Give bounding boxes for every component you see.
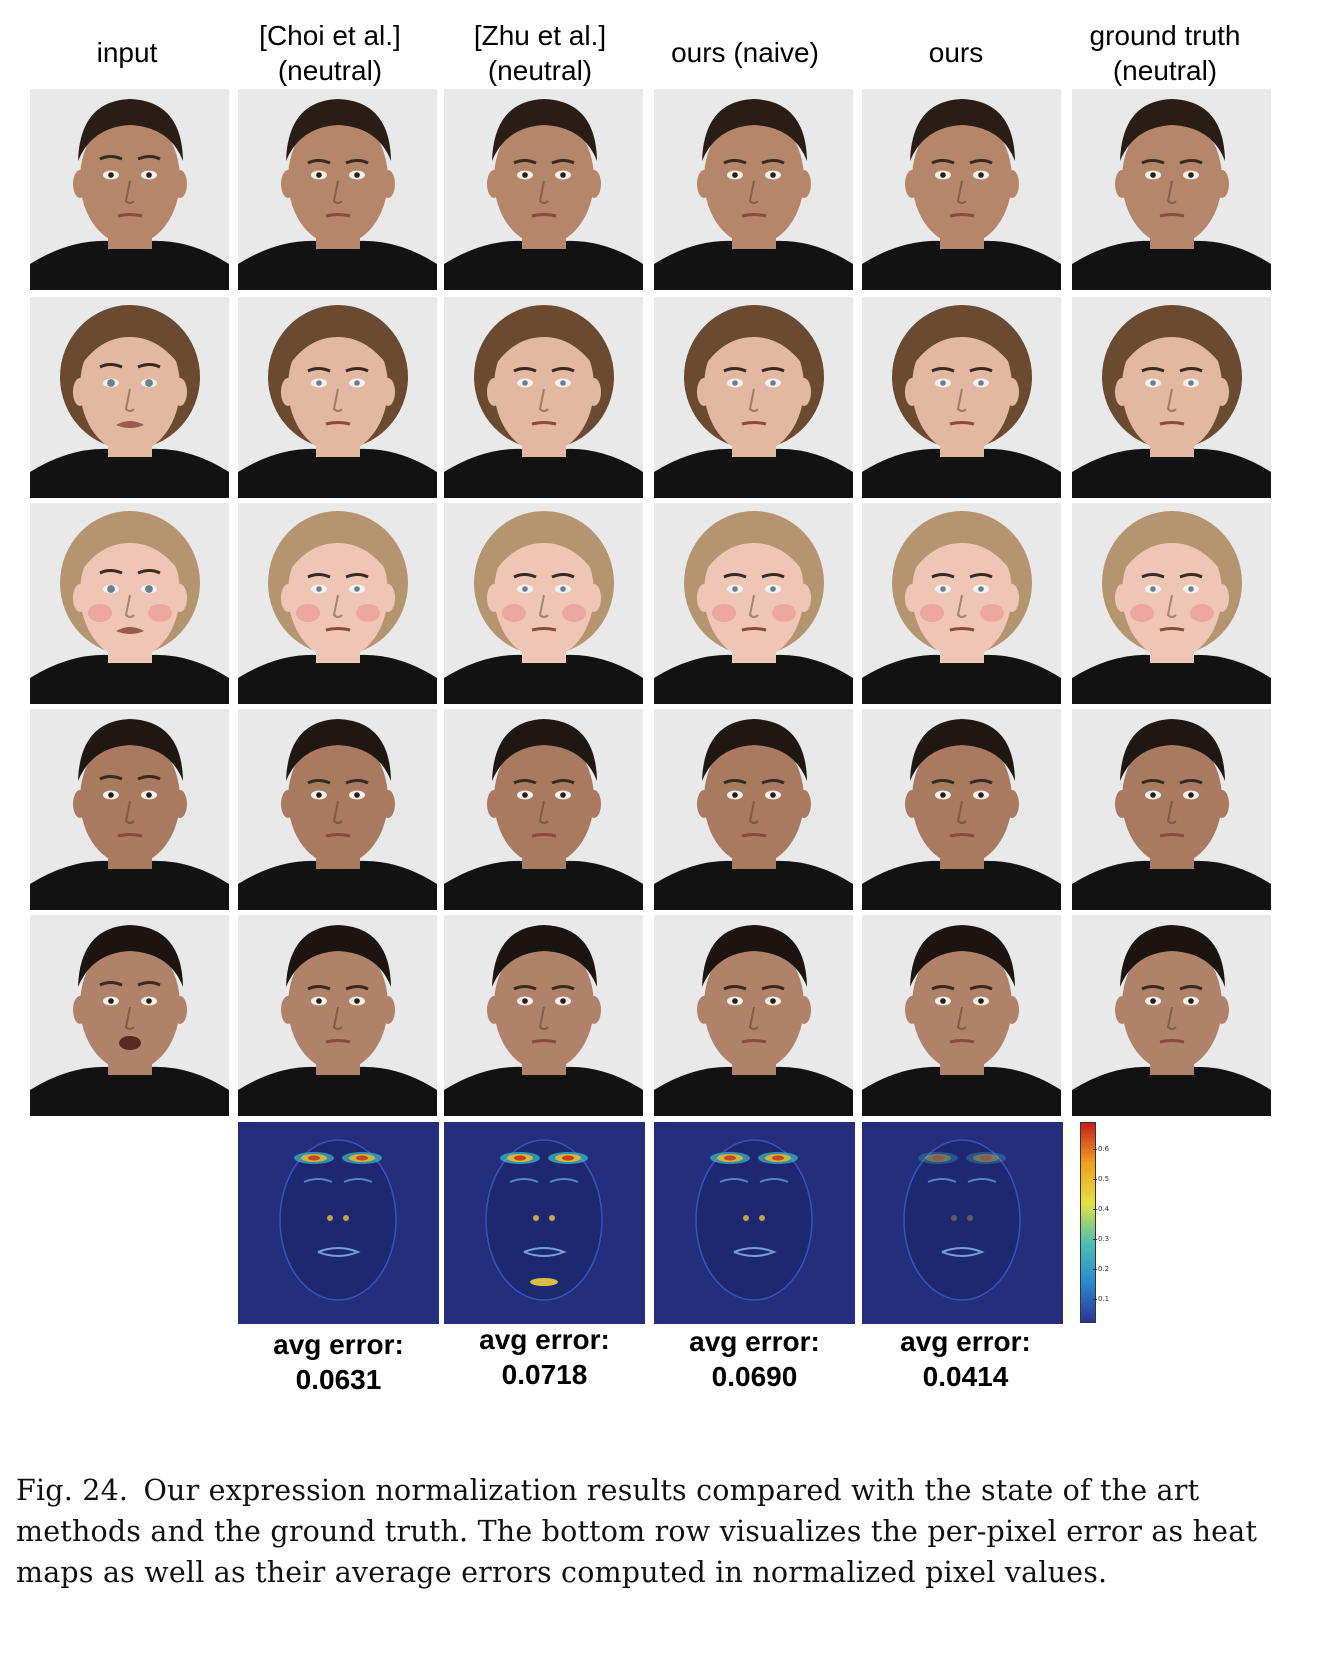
- column-header-label: ground truth: [1089, 20, 1241, 51]
- avg-error-value: 0.0414: [922, 1361, 1009, 1392]
- face-image-woman-1-input: [30, 297, 229, 498]
- face-image-woman-1-zhu: [444, 297, 643, 498]
- column-header-sublabel: (neutral): [277, 55, 383, 86]
- face-image-man-3-zhu: [444, 915, 643, 1116]
- avg-error-ours-naive: avg error: 0.0690: [654, 1324, 855, 1394]
- face-image-woman-1-ground-truth: [1072, 297, 1271, 498]
- face-image-man-1-choi: [238, 89, 437, 290]
- figure-caption-text: Our expression normalization results com…: [16, 1474, 1258, 1589]
- face-image-man-3-choi: [238, 915, 437, 1116]
- avg-error-label: avg error:: [900, 1326, 1031, 1357]
- face-image-man-2-ground-truth: [1072, 709, 1271, 910]
- face-image-man-1-ours: [862, 89, 1061, 290]
- figure-caption: Fig. 24. Our expression normalization re…: [16, 1470, 1316, 1593]
- face-image-woman-2-zhu: [444, 503, 643, 704]
- avg-error-label: avg error:: [689, 1326, 820, 1357]
- error-heatmap-ours-naive: [654, 1122, 855, 1324]
- face-image-woman-2-input: [30, 503, 229, 704]
- error-heatmap-zhu: [444, 1122, 645, 1324]
- column-header-label: ours (naive): [671, 37, 819, 68]
- face-image-man-3-input: [30, 915, 229, 1116]
- face-image-man-3-ours-naive: [654, 915, 853, 1116]
- face-image-man-2-choi: [238, 709, 437, 910]
- avg-error-value: 0.0718: [501, 1359, 588, 1390]
- face-image-man-2-ours: [862, 709, 1061, 910]
- face-image-woman-2-ours-naive: [654, 503, 853, 704]
- colorbar-tick-label: 0.3: [1092, 1235, 1110, 1243]
- avg-error-value: 0.0631: [295, 1364, 382, 1395]
- face-image-man-1-input: [30, 89, 229, 290]
- face-image-man-2-zhu: [444, 709, 643, 910]
- face-image-man-2-ours-naive: [654, 709, 853, 910]
- face-image-woman-1-ours: [862, 297, 1061, 498]
- heatmap-colorbar: [1080, 1122, 1096, 1323]
- face-image-man-1-ground-truth: [1072, 89, 1271, 290]
- column-header-choi: [Choi et al.] (neutral): [230, 18, 430, 88]
- face-image-man-1-ours-naive: [654, 89, 853, 290]
- face-image-man-3-ours: [862, 915, 1061, 1116]
- avg-error-value: 0.0690: [711, 1361, 798, 1392]
- face-image-man-1-zhu: [444, 89, 643, 290]
- face-image-woman-1-choi: [238, 297, 437, 498]
- column-header-zhu: [Zhu et al.] (neutral): [440, 18, 640, 88]
- colorbar-tick-label: 0.6: [1092, 1145, 1110, 1153]
- face-image-woman-1-ours-naive: [654, 297, 853, 498]
- error-heatmap-choi: [238, 1122, 439, 1324]
- face-image-woman-2-choi: [238, 503, 437, 704]
- face-image-woman-2-ours: [862, 503, 1061, 704]
- colorbar-tick-label: 0.4: [1092, 1205, 1110, 1213]
- colorbar-tick-label: 0.5: [1092, 1175, 1110, 1183]
- column-header-label: [Zhu et al.]: [473, 20, 607, 51]
- column-header-label: [Choi et al.]: [259, 20, 401, 51]
- column-header-ours: ours: [856, 18, 1056, 70]
- colorbar-tick-label: 0.2: [1092, 1265, 1110, 1273]
- avg-error-label: avg error:: [479, 1324, 610, 1355]
- column-header-label: ours: [928, 37, 984, 68]
- figure-label: Fig. 24.: [16, 1474, 129, 1507]
- avg-error-choi: avg error: 0.0631: [238, 1327, 439, 1397]
- column-header-ours-naive: ours (naive): [645, 18, 845, 70]
- column-header-ground-truth: ground truth (neutral): [1065, 18, 1265, 88]
- avg-error-ours: avg error: 0.0414: [865, 1324, 1066, 1394]
- avg-error-label: avg error:: [273, 1329, 404, 1360]
- column-header-label: input: [96, 37, 158, 68]
- avg-error-zhu: avg error: 0.0718: [444, 1322, 645, 1392]
- face-image-woman-2-ground-truth: [1072, 503, 1271, 704]
- face-image-man-2-input: [30, 709, 229, 910]
- column-header-sublabel: (neutral): [487, 55, 593, 86]
- error-heatmap-ours: [862, 1122, 1063, 1324]
- colorbar-tick-label: 0.1: [1092, 1295, 1110, 1303]
- column-header-input: input: [27, 18, 227, 70]
- column-header-sublabel: (neutral): [1112, 55, 1218, 86]
- face-image-man-3-ground-truth: [1072, 915, 1271, 1116]
